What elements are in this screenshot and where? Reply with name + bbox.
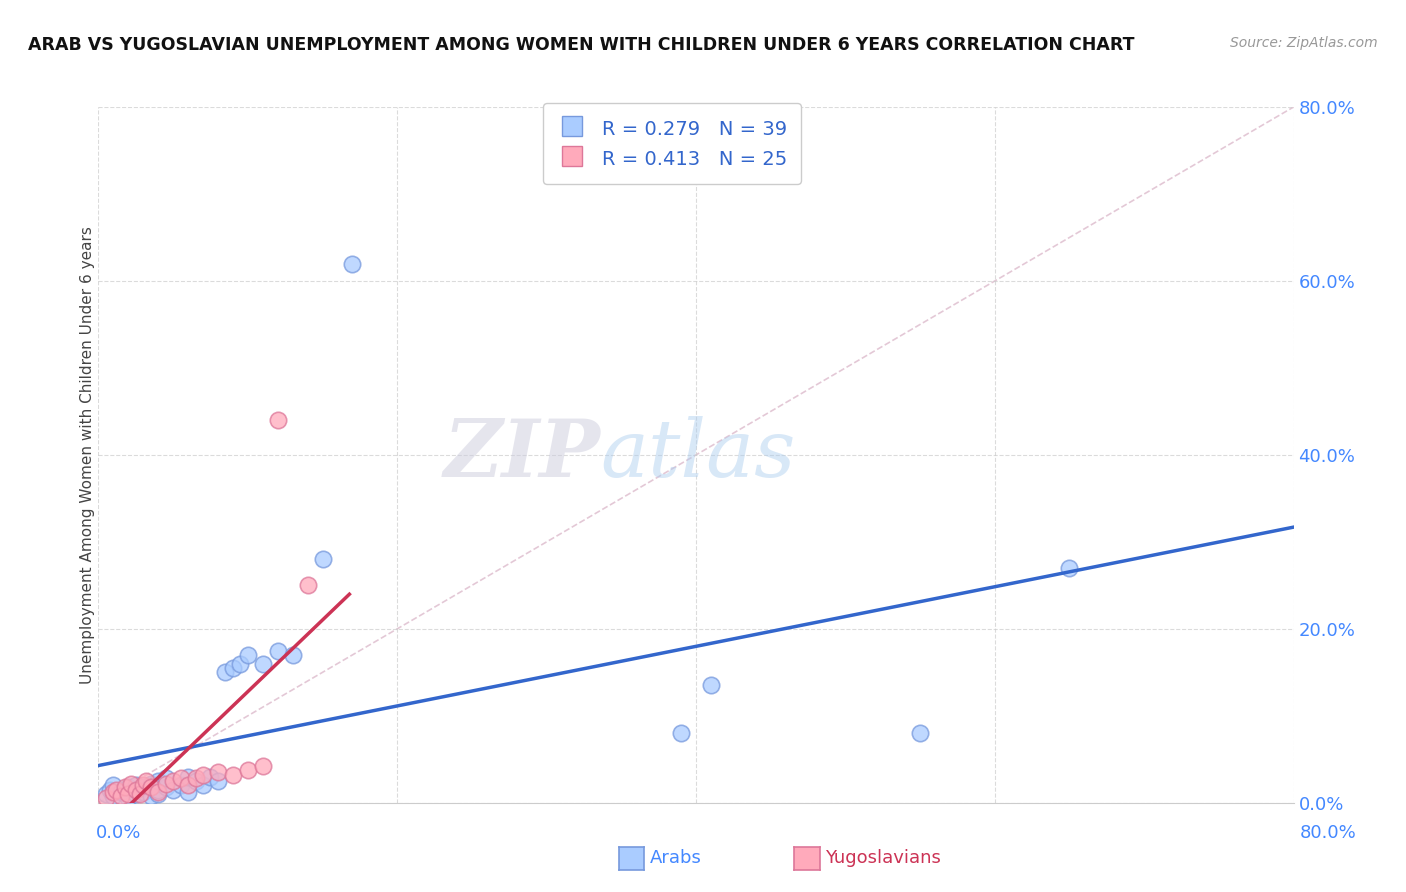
Point — [114, 780, 136, 794]
Point — [267, 413, 290, 427]
Point — [177, 778, 200, 793]
Point — [908, 726, 931, 740]
Text: 0.0%: 0.0% — [96, 823, 142, 842]
Point — [139, 777, 162, 791]
Point — [148, 782, 170, 797]
Y-axis label: Unemployment Among Women with Children Under 6 years: Unemployment Among Women with Children U… — [80, 226, 94, 684]
Text: 80.0%: 80.0% — [1299, 823, 1357, 842]
Text: ARAB VS YUGOSLAVIAN UNEMPLOYMENT AMONG WOMEN WITH CHILDREN UNDER 6 YEARS CORRELA: ARAB VS YUGOSLAVIAN UNEMPLOYMENT AMONG W… — [28, 36, 1135, 54]
Point — [1059, 561, 1081, 575]
Text: Source: ZipAtlas.com: Source: ZipAtlas.com — [1230, 36, 1378, 50]
Point — [669, 726, 692, 740]
Point — [125, 782, 148, 797]
Point — [214, 665, 236, 680]
Point — [297, 578, 319, 592]
Point — [139, 789, 162, 803]
Point — [132, 778, 155, 793]
Point — [103, 785, 125, 799]
Point — [311, 552, 333, 566]
Point — [132, 780, 155, 794]
Point — [110, 785, 132, 799]
Point — [132, 785, 155, 799]
Point — [98, 782, 122, 797]
Point — [222, 661, 245, 675]
Point — [191, 778, 214, 793]
Point — [94, 791, 117, 805]
Point — [229, 657, 252, 671]
Point — [169, 778, 191, 793]
Point — [105, 782, 128, 797]
Point — [148, 787, 170, 801]
Point — [94, 787, 117, 801]
Point — [200, 770, 222, 784]
Point — [103, 778, 125, 793]
Point — [700, 678, 723, 692]
Point — [267, 643, 290, 657]
Point — [125, 778, 148, 793]
Point — [207, 765, 229, 780]
Point — [139, 780, 162, 794]
Point — [117, 791, 139, 805]
Point — [342, 257, 364, 271]
Point — [129, 787, 152, 801]
Text: Arabs: Arabs — [650, 849, 702, 867]
Point — [155, 777, 177, 791]
Text: Yugoslavians: Yugoslavians — [825, 849, 941, 867]
Point — [155, 772, 177, 786]
Point — [191, 768, 214, 782]
Point — [236, 648, 259, 662]
Point — [222, 768, 245, 782]
Point — [148, 785, 170, 799]
Point — [117, 787, 139, 801]
Point — [252, 657, 274, 671]
Point — [252, 759, 274, 773]
Text: ZIP: ZIP — [443, 417, 600, 493]
Point — [120, 777, 142, 791]
Text: atlas: atlas — [600, 417, 796, 493]
Point — [236, 763, 259, 777]
Point — [125, 787, 148, 801]
Point — [162, 774, 184, 789]
Point — [177, 770, 200, 784]
Point — [110, 789, 132, 803]
Point — [281, 648, 304, 662]
Point — [135, 774, 157, 789]
Point — [184, 772, 207, 786]
Point — [103, 789, 125, 803]
Point — [155, 780, 177, 794]
Point — [207, 774, 229, 789]
Point — [162, 782, 184, 797]
Legend: R = 0.279   N = 39, R = 0.413   N = 25: R = 0.279 N = 39, R = 0.413 N = 25 — [544, 103, 800, 185]
Point — [177, 785, 200, 799]
Point — [184, 774, 207, 789]
Point — [148, 774, 170, 789]
Point — [117, 780, 139, 794]
Point — [169, 772, 191, 786]
